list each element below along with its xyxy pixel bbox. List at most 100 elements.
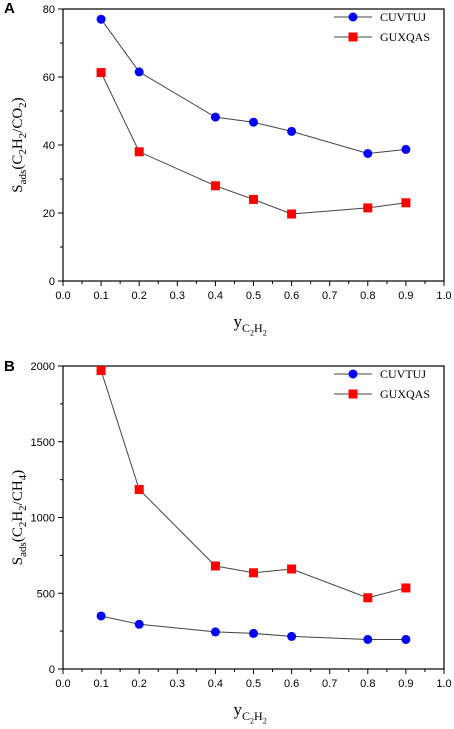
x-tick-label: 0.4 [208,678,223,690]
x-tick-label: 0.8 [360,678,375,690]
y-axis-title-tok-6: ) [10,97,26,102]
y-tick-label: 40 [43,140,55,152]
x-tick-label: 0.2 [132,290,147,302]
chart-panel-a: 0.0 0.1 0.2 0.3 0.4 0.5 0.6 0.7 0.8 0.9 1.0 0 20 40 60… [10,4,452,337]
y-axis-title-tok-0: (C [10,527,26,542]
x-tick-label: 0.1 [93,678,108,690]
y-axis-title-tok-2: H [10,138,26,149]
x-axis-title-main: y [234,312,243,331]
x-tick-label: 0.9 [398,290,413,302]
panel-label-b: B [4,358,15,375]
x-axis-sub-part-1: 2 [250,716,254,725]
panel-label-a: A [4,0,15,17]
data-point-guxqas [210,181,220,191]
plot-frame [62,8,445,282]
x-axis-sub-part-3: 2 [263,716,267,725]
x-tick-label: 0.6 [284,678,299,690]
data-point-guxqas [210,561,220,571]
y-tick-label: 1500 [31,437,55,449]
x-tick-label: 0.3 [170,678,185,690]
y-axis-title-tok-1: 2 [17,149,29,155]
data-point-cuvtuj [210,112,220,122]
x-axis-sub-part-3: 2 [263,328,267,337]
x-tick-label: 0.3 [170,290,185,302]
y-axis-title: Sads(C2H2/CH4) [10,470,29,565]
x-axis-title-sub: C2H2 [242,709,267,725]
x-tick-label: 0.2 [132,678,147,690]
x-axis-sub-part-0: C [242,321,250,335]
x-tick-label: 0.1 [93,290,108,302]
y-tick-label: 1000 [31,513,55,525]
legend-marker-guxqas [348,389,358,399]
data-point-cuvtuj [363,634,373,644]
data-point-guxqas [96,366,106,376]
legend-label-cuvtuj: CUVTUJ [380,10,426,24]
y-axis-title-tok-1: 2 [17,522,29,528]
x-tick-label: 1.0 [436,678,451,690]
legend-label-guxqas: GUXQAS [380,387,430,401]
x-axis-title: yC2H2 [234,700,267,725]
y-axis-title-sub: ads [17,170,29,185]
legend-marker-guxqas [348,32,358,42]
legend-marker-cuvtuj [348,12,358,22]
data-point-cuvtuj [249,628,258,638]
x-tick-label: 0.0 [55,678,70,690]
x-axis-sub-part-0: C [242,709,250,723]
x-axis-sub-part-1: 2 [250,328,254,337]
y-axis-title-tok-4: /CO [10,108,26,133]
data-point-cuvtuj [210,627,220,637]
data-point-guxqas [363,203,373,213]
y-tick-label: 60 [43,72,55,84]
data-point-guxqas [96,68,106,78]
data-point-guxqas [249,194,258,204]
x-tick-label: 0.5 [246,678,261,690]
data-point-guxqas [363,593,373,603]
data-point-cuvtuj [401,634,411,644]
x-tick-label: 1.0 [436,290,451,302]
series-line-cuvtuj [100,18,406,155]
y-axis-title-tok-3: 2 [17,133,29,139]
x-axis-title-sub: C2H2 [242,321,267,337]
data-point-cuvtuj [287,631,297,641]
y-axis-title-main: S [10,557,26,565]
data-point-cuvtuj [134,619,144,629]
x-tick-label: 0.5 [246,290,261,302]
series-line-guxqas [100,72,406,215]
x-tick-label: 0.0 [55,290,70,302]
y-axis-title-tok-2: H [10,511,26,522]
data-point-cuvtuj [96,611,106,621]
x-tick-label: 0.6 [284,290,299,302]
y-axis-title-tok-4: /CH [10,480,26,505]
data-point-guxqas [401,198,411,208]
data-point-cuvtuj [96,14,106,24]
data-point-guxqas [287,564,297,574]
data-point-guxqas [249,568,258,578]
data-point-cuvtuj [363,149,373,158]
y-tick-label: 0 [49,664,55,676]
x-tick-label: 0.4 [208,290,223,302]
data-point-cuvtuj [134,67,144,77]
x-axis-sub-part-2: H [254,709,263,723]
x-tick-label: 0.7 [322,678,337,690]
y-axis-title-tok-0: (C [10,155,26,170]
data-point-guxqas [134,147,144,157]
y-axis-title: Sads(C2H2/CO2) [10,97,29,192]
y-axis-title-tok-5: 2 [17,102,29,108]
y-axis-title-tok-3: 2 [17,505,29,511]
y-axis-title-sub: ads [17,542,29,557]
data-point-cuvtuj [401,144,411,154]
x-axis-title-main: y [234,700,243,719]
legend-label-guxqas: GUXQAS [380,30,430,44]
x-tick-label: 0.9 [398,678,413,690]
x-axis-title: yC2H2 [234,312,267,337]
data-point-guxqas [134,484,144,494]
y-tick-label: 0 [49,276,55,288]
y-tick-label: 500 [37,588,55,600]
data-point-cuvtuj [287,126,297,136]
data-point-cuvtuj [249,117,258,127]
chart-panel-b: 0.0 0.1 0.2 0.3 0.4 0.5 0.6 0.7 0.8 0.9 1.0 0 500 100… [10,361,452,725]
data-point-guxqas [287,209,297,219]
y-axis-title-tok-5: 4 [17,474,29,480]
x-tick-label: 0.8 [360,290,375,302]
